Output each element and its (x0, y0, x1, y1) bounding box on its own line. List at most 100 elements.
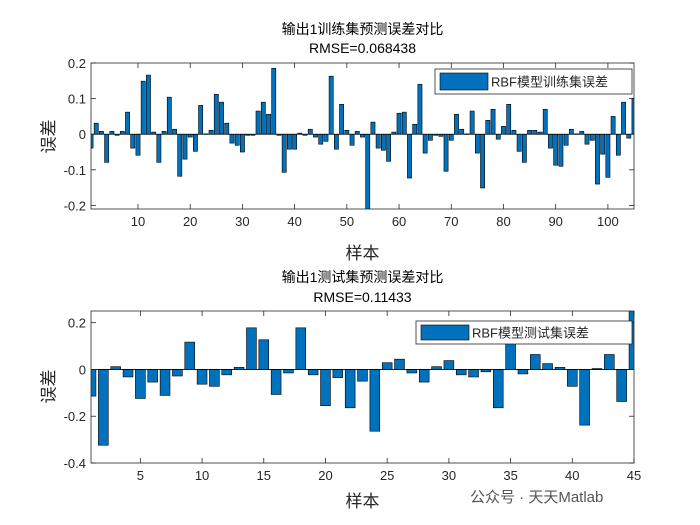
x-tick-label: 90 (548, 214, 562, 229)
y-tick-label: -0.2 (64, 409, 86, 424)
bar (443, 360, 455, 370)
bar (334, 133, 339, 150)
bar (156, 133, 162, 163)
bar (493, 369, 504, 409)
bar (516, 133, 522, 152)
bar (307, 128, 313, 135)
bar (339, 104, 345, 135)
bar (589, 133, 595, 141)
bar (490, 108, 496, 135)
bar (443, 133, 449, 172)
bar (454, 113, 459, 135)
x-tick-label: 30 (442, 468, 456, 483)
bar (604, 354, 615, 370)
chart1-xlabel: 样本 (345, 244, 380, 264)
bar (147, 369, 158, 383)
x-tick-label: 70 (444, 214, 458, 229)
bar (579, 131, 585, 135)
bar (610, 116, 616, 135)
axes-box (90, 310, 635, 464)
bar (255, 110, 261, 135)
bar (320, 369, 331, 407)
bar (616, 369, 627, 402)
bar (146, 74, 151, 135)
bar (505, 339, 516, 370)
bar (396, 112, 402, 135)
bar (240, 133, 245, 153)
x-tick-label: 20 (183, 214, 197, 229)
watermark: 公众号 · 天天Matlab (470, 489, 604, 506)
bar (506, 104, 512, 135)
bar (125, 111, 130, 135)
bar (187, 133, 193, 138)
bar (380, 133, 386, 151)
bar (260, 101, 266, 135)
bar (292, 133, 298, 150)
bar (615, 133, 621, 156)
x-tick-label: 45 (627, 468, 641, 483)
bar (369, 369, 381, 432)
bar (91, 133, 94, 149)
bar (621, 101, 626, 135)
bar (219, 101, 224, 135)
bar (344, 369, 356, 409)
chart2-xlabel: 样本 (345, 492, 380, 512)
chart1-legend: RBF模型训练集误差 (434, 68, 633, 95)
bar (270, 369, 282, 395)
bar (307, 369, 319, 376)
y-tick-label: 0.2 (68, 316, 86, 331)
bar (532, 130, 538, 135)
y-tick-label: 0.1 (68, 92, 86, 107)
bar (349, 133, 355, 146)
bar (172, 128, 177, 135)
bar (394, 358, 405, 370)
chart2-subtitle: RMSE=0.11433 (313, 289, 412, 305)
bar (370, 121, 376, 135)
bar (159, 369, 171, 396)
bar (485, 120, 491, 135)
bar (357, 369, 368, 382)
bar (626, 133, 632, 139)
bar (375, 133, 381, 149)
bar (553, 133, 559, 166)
bar (448, 133, 454, 141)
bar (161, 131, 167, 135)
bar (104, 133, 110, 163)
bar (184, 341, 195, 370)
chart2-legend: RBF模型测试集误差 (415, 320, 633, 345)
bar (401, 111, 407, 135)
bar (521, 133, 527, 163)
legend-swatch (420, 324, 470, 341)
bar (221, 369, 232, 376)
bar (209, 369, 220, 387)
bar (229, 133, 235, 144)
bar (495, 133, 501, 140)
x-tick-label: 15 (257, 468, 271, 483)
bar (468, 369, 479, 378)
bar (283, 369, 294, 374)
bar (563, 133, 569, 146)
x-tick-label: 5 (137, 468, 144, 483)
legend-box (415, 320, 633, 345)
x-tick-label: 60 (392, 214, 406, 229)
bar (542, 363, 553, 370)
bar (295, 327, 307, 370)
y-tick-label: -0.4 (64, 456, 86, 471)
y-tick-label: -0.2 (64, 198, 86, 213)
bar (110, 366, 121, 370)
axes-box (90, 62, 635, 210)
bar (431, 366, 442, 370)
y-tick-label: 0 (79, 362, 86, 377)
bar (109, 131, 115, 135)
bar (122, 369, 134, 378)
x-tick-label: 35 (503, 468, 517, 483)
bar (386, 133, 391, 162)
bar (281, 133, 287, 173)
bar (579, 369, 590, 426)
bar (412, 123, 418, 135)
bar (208, 130, 214, 135)
legend-label: RBF模型测试集误差 (472, 326, 589, 341)
bar (595, 133, 600, 185)
bar (130, 133, 136, 149)
